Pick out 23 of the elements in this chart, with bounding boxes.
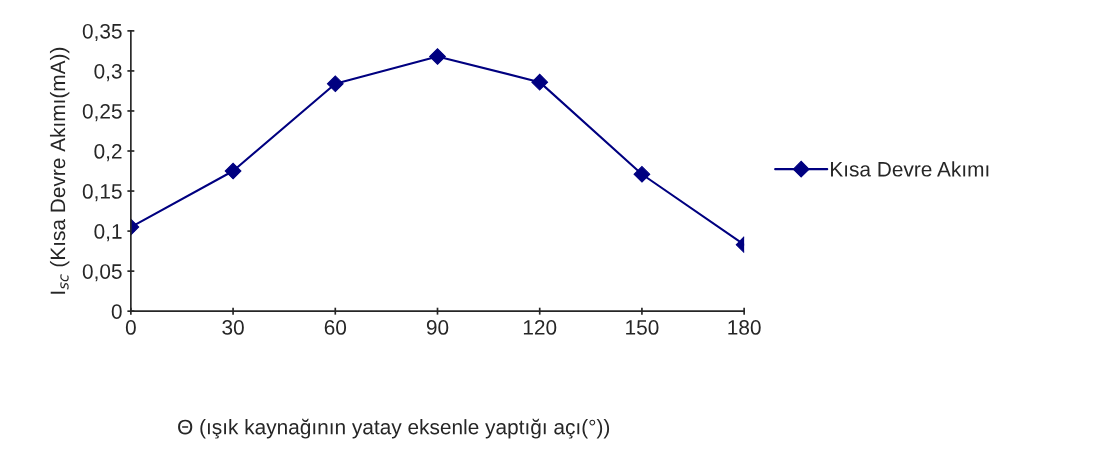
point xyxy=(429,48,446,65)
point xyxy=(326,75,344,93)
y-tick-label: 0,05 xyxy=(82,264,122,282)
y-tick-label: 0,2 xyxy=(94,144,122,162)
y-tick-label: 0,35 xyxy=(82,23,122,42)
x-tick-label: 120 xyxy=(523,320,557,335)
point xyxy=(633,165,651,183)
x-tick-label: 30 xyxy=(222,320,244,335)
y-axis-title: I$_{sc}$ (Kısa Devre Akımı(mA)) xyxy=(49,47,70,294)
y-tick-label: 0 xyxy=(111,304,122,319)
x-tick-label: 60 xyxy=(324,320,347,335)
y-tick-label: 0,15 xyxy=(82,184,122,202)
x-tick-label: 180 xyxy=(728,320,761,335)
y-tick-label: 0,25 xyxy=(82,103,122,122)
point xyxy=(224,162,242,180)
y-tick-label: 0,3 xyxy=(94,63,122,82)
x-tick-label: 0 xyxy=(125,320,136,335)
legend-label: Kısa Devre Akımı xyxy=(831,161,989,177)
point xyxy=(531,73,549,91)
x-tick-label: 150 xyxy=(626,320,659,335)
y-tick-label: 0,1 xyxy=(94,224,122,242)
x-axis-title: Θ (ışık kaynağının yatay eksenle yaptığı açı(°)) xyxy=(178,418,610,439)
x-tick-label: 90 xyxy=(426,320,449,335)
